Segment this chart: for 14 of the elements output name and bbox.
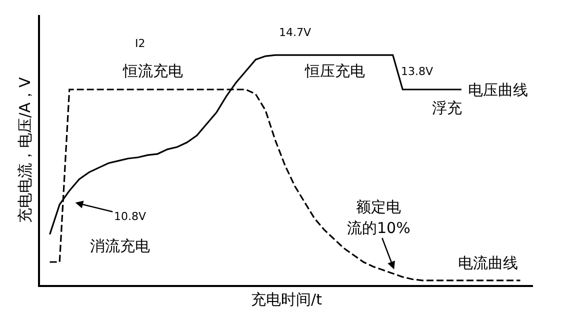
annotation: 10.8V bbox=[114, 210, 146, 223]
annotation: 恒流充电 bbox=[122, 62, 183, 80]
annotation: 浮充 bbox=[432, 99, 462, 117]
series-label: 电流曲线 bbox=[458, 254, 518, 272]
annotation: 流的10% bbox=[347, 219, 410, 237]
annotation: 恒压充电 bbox=[304, 62, 365, 80]
text: 14.7V bbox=[279, 26, 312, 39]
annotation: 消流充电 bbox=[90, 237, 150, 255]
y-axis-title: 充电电流，电压/A，V bbox=[16, 76, 34, 223]
series-label: 电压曲线 bbox=[468, 81, 528, 99]
annotation: 额定电 bbox=[356, 198, 401, 216]
x-axis-title: 充电时间/t bbox=[251, 290, 322, 309]
annotation: 13.8V bbox=[401, 65, 434, 78]
text: I2 bbox=[135, 37, 146, 50]
